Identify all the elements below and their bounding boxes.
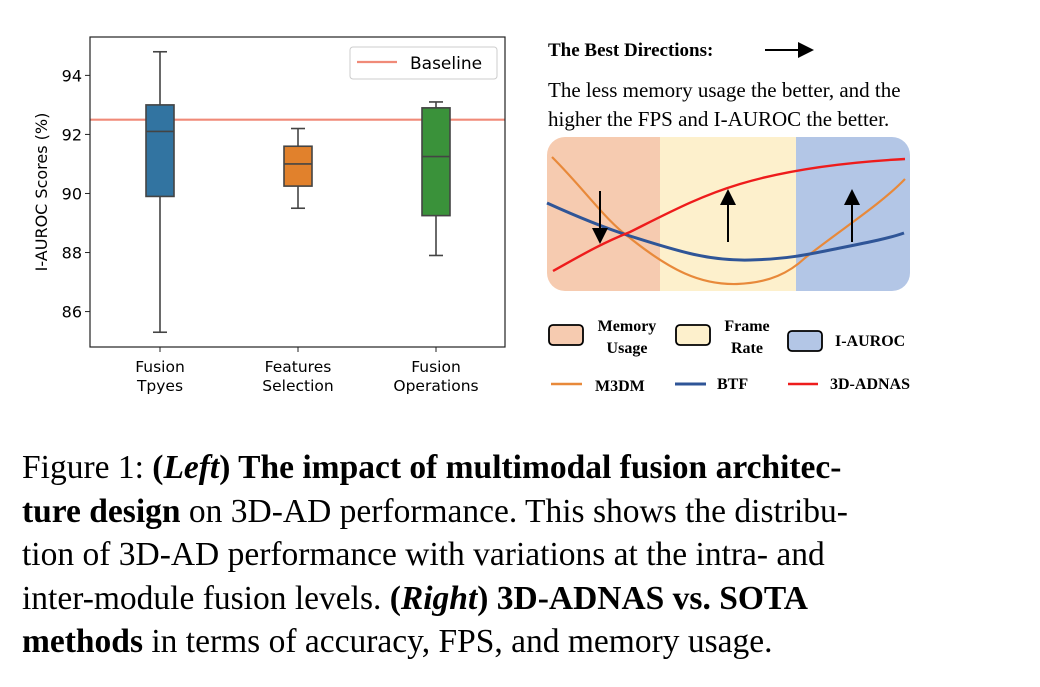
box	[145, 104, 175, 198]
y-tick-label: 86	[62, 303, 82, 322]
y-tick-label: 88	[62, 244, 82, 263]
diagram-legend: Memory Usage Frame Rate I-AUROC M3DM BTF…	[548, 318, 910, 395]
legend: Baseline	[349, 46, 498, 80]
y-tick-label: 94	[62, 66, 82, 85]
legend-baseline-label: Baseline	[410, 54, 482, 74]
plot-frame	[89, 36, 506, 348]
figure-caption: Figure 1: (Left) The impact of multimoda…	[22, 446, 1022, 664]
label-memory-usage-1: Memory	[598, 318, 657, 335]
x-tick-label: Features	[265, 358, 332, 376]
direction-diagram: The Best Directions: The less memory usa…	[546, 40, 910, 395]
label-memory-usage-2: Usage	[607, 340, 648, 357]
caption-segment: )	[477, 579, 489, 617]
caption-line: ture design on 3D-AD performance. This s…	[22, 490, 1022, 534]
caption-segment: on 3D-AD performance. This shows the dis…	[180, 492, 848, 530]
x-tick-label: Fusion	[135, 358, 185, 376]
curve-3d-adnas	[552, 157, 906, 273]
caption-segment: ture design	[22, 492, 181, 530]
description-line-2: higher the FPS and I-AUROC the better.	[548, 107, 889, 131]
caption-segment: (	[389, 579, 401, 617]
caption-line: tion of 3D-AD performance with variation…	[22, 533, 1022, 577]
caption-segment: tion of 3D-AD performance with variation…	[22, 536, 825, 573]
caption-segment: Figure 1:	[22, 449, 153, 486]
caption-line: inter-module fusion levels. (Right) 3D-A…	[22, 577, 1022, 621]
caption-segment: )	[219, 449, 231, 486]
diagram-title: The Best Directions:	[548, 40, 713, 61]
caption-segment: The impact of multimodal fusion architec…	[230, 449, 842, 486]
box	[283, 145, 313, 187]
box-plot: 8688909294FusionTpyesFeaturesSelectionFu…	[32, 36, 506, 395]
caption-line: Figure 1: (Left) The impact of multimoda…	[22, 446, 1022, 490]
label-i-auroc: I-AUROC	[835, 333, 905, 350]
legend-m3dm-label: M3DM	[595, 378, 645, 395]
caption-segment: in terms of accuracy, FPS, and memory us…	[142, 623, 773, 660]
label-frame-rate-1: Frame	[724, 318, 769, 335]
y-tick-label: 92	[62, 125, 82, 144]
curve-btf	[546, 201, 905, 262]
caption-segment: inter-module fusion levels.	[22, 579, 390, 617]
legend-btf-label: BTF	[717, 376, 748, 393]
curve-m3dm	[551, 156, 906, 286]
x-tick-label: Tpyes	[136, 377, 183, 395]
swatch-i-auroc	[787, 330, 823, 352]
label-frame-rate-2: Rate	[731, 340, 763, 357]
x-tick-label: Fusion	[411, 358, 461, 376]
y-axis-label: I-AUROC Scores (%)	[32, 113, 51, 272]
caption-line: methods in terms of accuracy, FPS, and m…	[22, 620, 1022, 664]
y-tick-label: 90	[62, 184, 82, 203]
caption-segment: methods	[22, 623, 143, 660]
description-line-1: The less memory usage the better, and th…	[548, 78, 901, 102]
box	[421, 107, 451, 217]
swatch-frame-rate	[675, 324, 711, 346]
swatch-memory-usage	[548, 324, 584, 346]
caption-segment: (	[152, 449, 164, 486]
legend-3d-adnas-label: 3D-ADNAS	[830, 376, 910, 393]
caption-segment: Left	[163, 449, 220, 486]
caption-segment: 3D-ADNAS vs. SOTA	[488, 579, 808, 617]
caption-segment: Right	[400, 579, 478, 617]
x-tick-label: Selection	[262, 377, 333, 395]
x-tick-label: Operations	[393, 377, 478, 395]
